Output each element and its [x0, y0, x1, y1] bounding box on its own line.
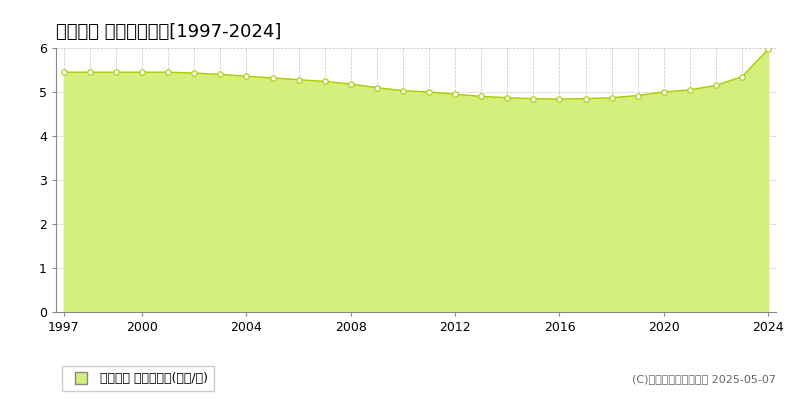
Point: [58, 69, 70, 75]
Point: [762, 46, 774, 52]
Point: [318, 78, 331, 85]
Point: [736, 74, 749, 80]
Point: [422, 89, 435, 95]
Point: [188, 70, 201, 76]
Point: [683, 87, 696, 93]
Point: [606, 94, 618, 101]
Point: [162, 69, 174, 75]
Point: [83, 69, 96, 75]
Point: [527, 96, 540, 102]
Point: [370, 84, 383, 91]
Point: [344, 81, 357, 87]
Legend: 基準地価 平均坪単価(万円/坪): 基準地価 平均坪単価(万円/坪): [62, 366, 214, 391]
Point: [136, 69, 149, 75]
Point: [449, 91, 462, 97]
Point: [240, 73, 253, 79]
Point: [579, 96, 592, 102]
Point: [110, 69, 122, 75]
Point: [553, 96, 566, 102]
Point: [475, 93, 488, 100]
Text: (C)土地価格ドットコム 2025-05-07: (C)土地価格ドットコム 2025-05-07: [632, 374, 776, 384]
Point: [214, 71, 226, 78]
Point: [631, 92, 644, 99]
Point: [397, 88, 410, 94]
Point: [710, 82, 722, 88]
Point: [501, 94, 514, 101]
Point: [266, 75, 279, 81]
Text: 宜野座村 基準地価推移[1997-2024]: 宜野座村 基準地価推移[1997-2024]: [56, 23, 282, 41]
Point: [292, 76, 305, 83]
Point: [658, 89, 670, 95]
